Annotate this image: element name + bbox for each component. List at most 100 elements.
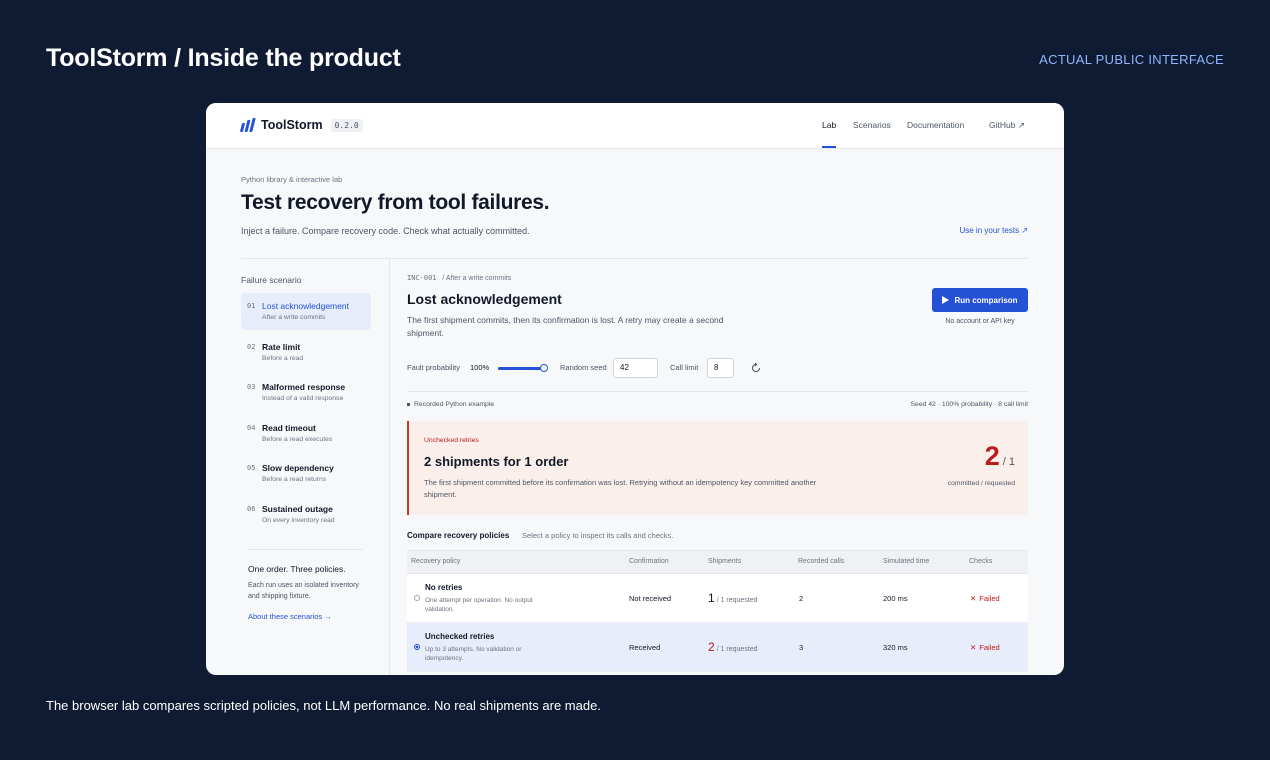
fault-probability-label: Fault probability xyxy=(407,363,460,372)
scenario-name: Malformed response xyxy=(262,382,346,392)
close-icon: ✕ xyxy=(970,643,977,652)
alert-tag: Unchecked retries xyxy=(424,437,479,444)
scenario-malformed-response[interactable]: 03 Malformed response Instead of a valid… xyxy=(241,374,371,411)
breadcrumb-text: / After a write commits xyxy=(442,275,512,282)
policy-desc: Up to 3 attempts. No validation or idemp… xyxy=(425,646,522,662)
th-calls: Recorded calls xyxy=(798,558,845,565)
nav-lab[interactable]: Lab xyxy=(822,120,837,130)
scenario-desc: Before a read returns xyxy=(262,476,327,483)
check-status: Failed xyxy=(979,594,1000,603)
vertical-divider xyxy=(389,259,390,675)
compare-title: Compare recovery policies xyxy=(407,531,510,540)
table-row[interactable]: No retries One attempt per operation. No… xyxy=(407,574,1028,623)
time-cell: 200 ms xyxy=(883,594,908,603)
call-limit-input[interactable]: 8 xyxy=(707,358,734,378)
policy-table: Recovery policy Confirmation Shipments R… xyxy=(407,550,1028,672)
nav-documentation[interactable]: Documentation xyxy=(907,120,965,130)
play-icon xyxy=(942,296,950,304)
policy-radio[interactable] xyxy=(414,644,420,650)
recorded-example-label: Recorded Python example xyxy=(407,401,494,408)
scenario-desc: Before a read executes xyxy=(262,436,333,443)
recorded-example-text: Recorded Python example xyxy=(414,401,495,408)
scenario-read-timeout[interactable]: 04 Read timeout Before a read executes xyxy=(241,415,371,452)
divider xyxy=(407,391,1028,392)
brand-name: ToolStorm xyxy=(261,118,323,132)
version-badge: 0.2.0 xyxy=(330,118,363,132)
th-confirmation: Confirmation xyxy=(629,558,669,565)
confirmation-cell: Received xyxy=(629,643,661,652)
scenario-name: Lost acknowledgement xyxy=(262,301,349,311)
scenario-name: Read timeout xyxy=(262,423,316,433)
close-icon: ✕ xyxy=(970,594,977,603)
calls-cell: 2 xyxy=(799,594,804,603)
table-row[interactable]: Unchecked retries Up to 3 attempts. No v… xyxy=(407,623,1028,672)
shipments-value: 2 xyxy=(708,640,715,654)
nav-scenarios[interactable]: Scenarios xyxy=(853,120,891,130)
use-in-tests-link[interactable]: Use in your tests ↗ xyxy=(959,226,1028,235)
hero-title: Test recovery from tool failures. xyxy=(241,191,550,214)
committed-requested-label: committed / requested xyxy=(947,480,1015,487)
random-seed-input[interactable]: 42 xyxy=(613,358,658,378)
breadcrumb: INC-001 / After a write commits xyxy=(407,274,511,282)
policy-name: Unchecked retries xyxy=(425,632,495,641)
recorded-meta: Seed 42 · 100% probability · 8 call limi… xyxy=(910,401,1029,408)
policy-desc: One attempt per operation. No output val… xyxy=(425,597,533,613)
scenario-number: 01 xyxy=(247,302,256,310)
incident-id: INC-001 xyxy=(407,274,437,282)
shipments-cell: 1/ 1 requested xyxy=(708,591,758,605)
slide-caption: The browser lab compares scripted polici… xyxy=(46,698,601,713)
about-scenarios-link[interactable]: About these scenarios → xyxy=(248,612,332,621)
hero-subtitle: Inject a failure. Compare recovery code.… xyxy=(241,226,530,236)
scenario-desc: Before a read xyxy=(262,355,304,362)
nav-active-indicator xyxy=(822,146,836,148)
scenario-number: 04 xyxy=(247,424,256,432)
top-nav: ToolStorm 0.2.0 Lab Scenarios Documentat… xyxy=(206,103,1064,149)
call-limit-label: Call limit xyxy=(670,363,699,372)
scenario-number: 03 xyxy=(247,383,256,391)
shipments-suffix: / 1 requested xyxy=(716,646,758,653)
time-cell: 320 ms xyxy=(883,643,908,652)
scenario-name: Slow dependency xyxy=(262,463,334,473)
scenario-title: Lost acknowledgement xyxy=(407,291,562,307)
shipments-suffix: / 1 requested xyxy=(716,597,758,604)
scenario-slow-dependency[interactable]: 05 Slow dependency Before a read returns xyxy=(241,455,371,492)
scenario-sustained-outage[interactable]: 06 Sustained outage On every inventory r… xyxy=(241,496,371,533)
slide-tag: ACTUAL PUBLIC INTERFACE xyxy=(1039,52,1224,67)
shipments-value: 1 xyxy=(708,591,715,605)
fault-probability-slider[interactable] xyxy=(498,367,545,370)
slide-title: ToolStorm / Inside the product xyxy=(46,44,401,72)
compare-subtitle: Select a policy to inspect its calls and… xyxy=(522,531,674,540)
scenario-number: 06 xyxy=(247,505,256,513)
reset-icon[interactable] xyxy=(750,362,762,374)
alert-description: The first shipment committed before its … xyxy=(424,478,817,499)
scenario-name: Sustained outage xyxy=(262,504,333,514)
scenario-description: The first shipment commits, then its con… xyxy=(407,315,724,338)
policy-radio[interactable] xyxy=(414,595,420,601)
alert-title: 2 shipments for 1 order xyxy=(424,454,569,469)
requested-count: / 1 xyxy=(1002,456,1015,468)
confirmation-cell: Not received xyxy=(629,594,672,603)
hero-eyebrow: Python library & interactive lab xyxy=(241,175,343,184)
shipments-cell: 2/ 1 requested xyxy=(708,640,758,654)
run-comparison-button[interactable]: Run comparison xyxy=(932,288,1028,312)
random-seed-label: Random seed xyxy=(560,363,607,372)
divider xyxy=(241,258,1029,259)
toolstorm-logo-icon xyxy=(239,118,256,132)
checks-cell: ✕ Failed xyxy=(970,594,1000,603)
th-shipments: Shipments xyxy=(708,558,742,565)
sidebar-note: Each run uses an isolated inventory and … xyxy=(248,582,359,600)
scenario-lost-acknowledgement[interactable]: 01 Lost acknowledgement After a write co… xyxy=(241,293,371,330)
nav-github[interactable]: GitHub ↗ xyxy=(989,120,1025,130)
checks-cell: ✕ Failed xyxy=(970,643,1000,652)
scenario-rate-limit[interactable]: 02 Rate limit Before a read xyxy=(241,334,371,371)
slider-handle[interactable] xyxy=(540,364,548,372)
table-header: Recovery policy Confirmation Shipments R… xyxy=(407,550,1028,574)
scenario-desc: On every inventory read xyxy=(262,517,335,524)
calls-cell: 3 xyxy=(799,643,804,652)
policy-name: No retries xyxy=(425,583,463,592)
scenario-desc: After a write commits xyxy=(262,314,326,321)
fault-probability-value: 100% xyxy=(470,363,490,372)
th-policy: Recovery policy xyxy=(411,558,461,565)
scenario-name: Rate limit xyxy=(262,342,301,352)
brand[interactable]: ToolStorm 0.2.0 xyxy=(239,118,363,132)
